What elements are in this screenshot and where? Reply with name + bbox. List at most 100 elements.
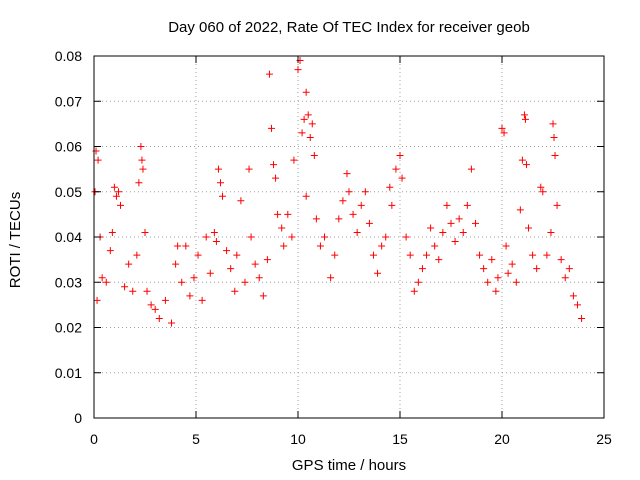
data-point (174, 242, 182, 250)
data-point (467, 165, 475, 173)
data-point (214, 165, 222, 173)
data-point (138, 156, 146, 164)
data-point (553, 201, 561, 209)
data-point (161, 296, 169, 304)
data-point (455, 215, 463, 223)
data-point (133, 251, 141, 259)
data-point (543, 251, 551, 259)
data-point (312, 215, 320, 223)
data-point (321, 233, 329, 241)
data-point (447, 219, 455, 227)
data-point (476, 251, 484, 259)
data-point (427, 224, 435, 232)
data-point (374, 269, 382, 277)
data-point (398, 174, 406, 182)
data-point (135, 179, 143, 187)
y-tick-label: 0.04 (55, 229, 82, 245)
x-tick-label: 5 (192, 431, 200, 447)
data-point (245, 165, 253, 173)
data-point (439, 228, 447, 236)
x-tick-label: 25 (596, 431, 612, 447)
data-point (304, 111, 312, 119)
x-tick-label: 15 (392, 431, 408, 447)
data-point (143, 287, 151, 295)
data-point (504, 269, 512, 277)
data-point (353, 228, 361, 236)
data-point (233, 251, 241, 259)
data-points (91, 57, 586, 327)
data-point (418, 265, 426, 273)
data-point (223, 247, 231, 255)
data-point (112, 192, 120, 200)
data-point (529, 251, 537, 259)
data-point (102, 278, 110, 286)
data-point (378, 242, 386, 250)
data-point (502, 242, 510, 250)
data-point (498, 124, 506, 132)
data-point (93, 296, 101, 304)
data-point (357, 201, 365, 209)
data-point (492, 287, 500, 295)
data-point (484, 278, 492, 286)
y-axis-label: ROTI / TECUs (7, 192, 24, 288)
data-point (414, 278, 422, 286)
data-point (451, 238, 459, 246)
data-point (518, 156, 526, 164)
data-point (561, 274, 569, 282)
data-point (569, 292, 577, 300)
data-point (206, 269, 214, 277)
data-point (274, 210, 282, 218)
y-tick-label: 0.05 (55, 184, 82, 200)
data-point (516, 206, 524, 214)
data-point (280, 242, 288, 250)
data-point (110, 183, 118, 191)
data-point (471, 219, 479, 227)
data-point (365, 219, 373, 227)
x-axis-label: GPS time / hours (292, 457, 406, 474)
data-point (392, 165, 400, 173)
data-point (386, 183, 394, 191)
data-point (488, 256, 496, 264)
data-point (259, 292, 267, 300)
data-point (114, 188, 122, 196)
data-point (247, 233, 255, 241)
y-tick-labels: 0 0.01 0.02 0.03 0.04 0.05 0.06 0.07 0.08 (55, 48, 82, 426)
data-point (406, 251, 414, 259)
data-point (327, 274, 335, 282)
data-point (533, 265, 541, 273)
data-point (525, 224, 533, 232)
data-point (178, 278, 186, 286)
data-point (255, 274, 263, 282)
data-point (151, 305, 159, 313)
data-point (573, 301, 581, 309)
data-point (335, 215, 343, 223)
data-point (463, 201, 471, 209)
data-point (369, 251, 377, 259)
data-point (216, 179, 224, 187)
data-point (108, 228, 116, 236)
data-point (219, 192, 227, 200)
data-point (141, 228, 149, 236)
data-point (265, 70, 273, 78)
data-point (410, 287, 418, 295)
data-point (237, 197, 245, 205)
data-point (435, 256, 443, 264)
data-point (117, 201, 125, 209)
data-point (267, 124, 275, 132)
data-point (129, 287, 137, 295)
data-point (443, 201, 451, 209)
data-point (308, 120, 316, 128)
data-point (94, 156, 102, 164)
data-point (522, 161, 530, 169)
data-point (512, 278, 520, 286)
data-point (210, 228, 218, 236)
data-point (494, 274, 502, 282)
data-point (402, 233, 410, 241)
y-tick-label: 0.02 (55, 320, 82, 336)
x-tick-labels: 0 5 10 15 20 25 (90, 431, 612, 447)
data-point (294, 66, 302, 74)
grid-lines (94, 56, 604, 418)
data-point (480, 265, 488, 273)
